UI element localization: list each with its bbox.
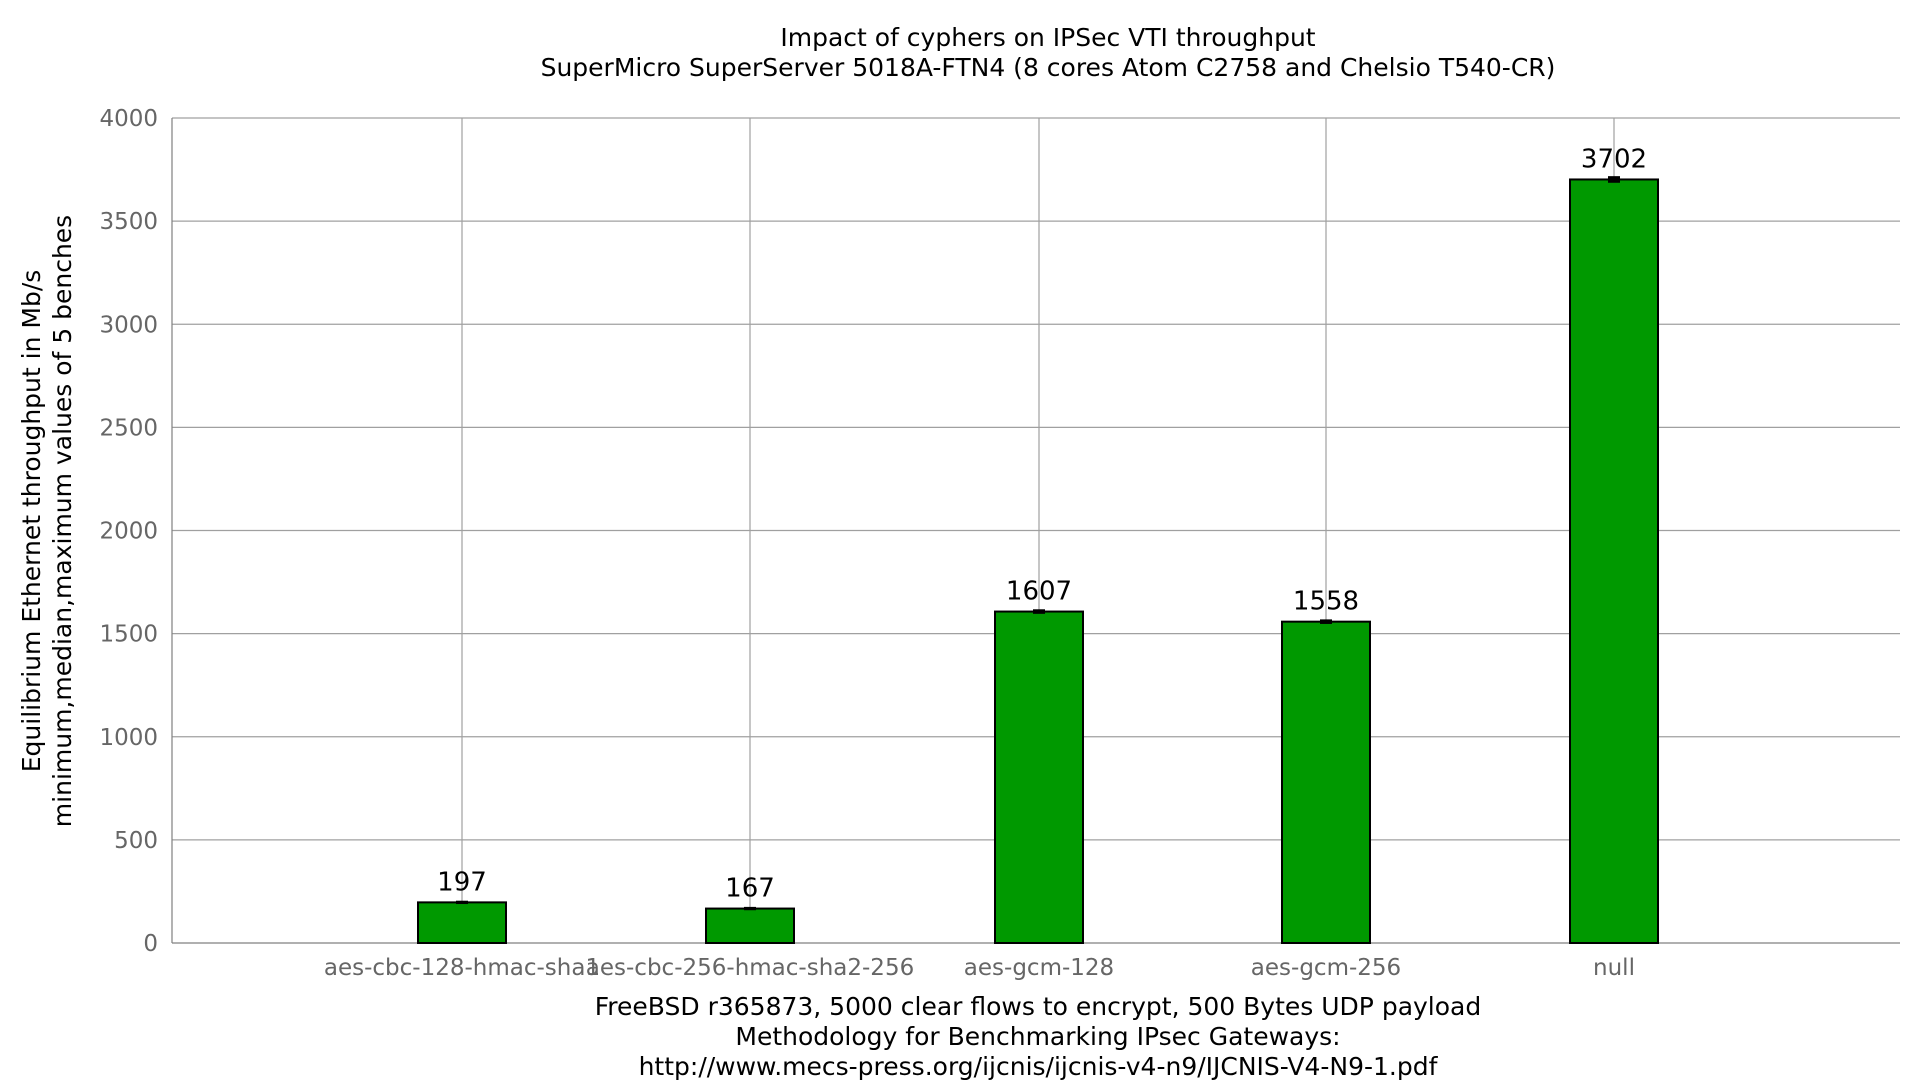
data-label: 167 <box>725 874 775 904</box>
chart-title: Impact of cyphers on IPSec VTI throughpu… <box>780 23 1315 52</box>
bars-layer <box>417 176 1659 945</box>
y-tick-label: 3000 <box>99 312 158 338</box>
y-tick-label: 2500 <box>99 415 158 441</box>
bar <box>1569 178 1659 944</box>
y-tick-labels: 0 500 1000 1500 2000 2500 3000 3500 4000 <box>99 106 158 957</box>
y-tick-label: 500 <box>114 828 158 854</box>
bar <box>417 901 507 945</box>
data-label: 197 <box>437 867 487 897</box>
x-tick-label: aes-gcm-256 <box>1251 955 1401 981</box>
x-axis-label-line-2: Methodology for Benchmarking IPsec Gatew… <box>735 1022 1340 1051</box>
data-label: 1558 <box>1293 587 1359 617</box>
y-tick-label: 1000 <box>99 725 158 751</box>
x-axis-label-line-1: FreeBSD r365873, 5000 clear flows to enc… <box>595 992 1482 1021</box>
x-tick-label: aes-cbc-256-hmac-sha2-256 <box>586 955 914 981</box>
bar <box>994 610 1084 945</box>
bar <box>705 907 795 945</box>
y-tick-label: 1500 <box>99 622 158 648</box>
data-label: 3702 <box>1581 144 1647 174</box>
y-tick-label: 0 <box>143 931 158 957</box>
chart-subtitle: SuperMicro SuperServer 5018A-FTN4 (8 cor… <box>541 53 1556 82</box>
y-axis-label-line-2: minimum,median,maximum values of 5 bench… <box>48 215 77 827</box>
y-tick-label: 4000 <box>99 106 158 132</box>
x-tick-label: null <box>1593 955 1635 981</box>
x-tick-labels: aes-cbc-128-hmac-sha1aes-cbc-256-hmac-sh… <box>324 955 1635 981</box>
data-label: 1607 <box>1006 577 1072 607</box>
x-tick-label: aes-cbc-128-hmac-sha1 <box>324 955 600 981</box>
x-axis-label-line-3: http://www.mecs-press.org/ijcnis/ijcnis-… <box>639 1052 1439 1080</box>
x-tick-label: aes-gcm-128 <box>964 955 1114 981</box>
bar <box>1281 620 1371 944</box>
y-axis-label-line-1: Equilibrium Ethernet throughput in Mb/s <box>17 270 46 773</box>
y-tick-label: 2000 <box>99 519 158 545</box>
data-labels: 197 167 1607 1558 3702 <box>437 144 1647 903</box>
y-tick-label: 3500 <box>99 209 158 235</box>
